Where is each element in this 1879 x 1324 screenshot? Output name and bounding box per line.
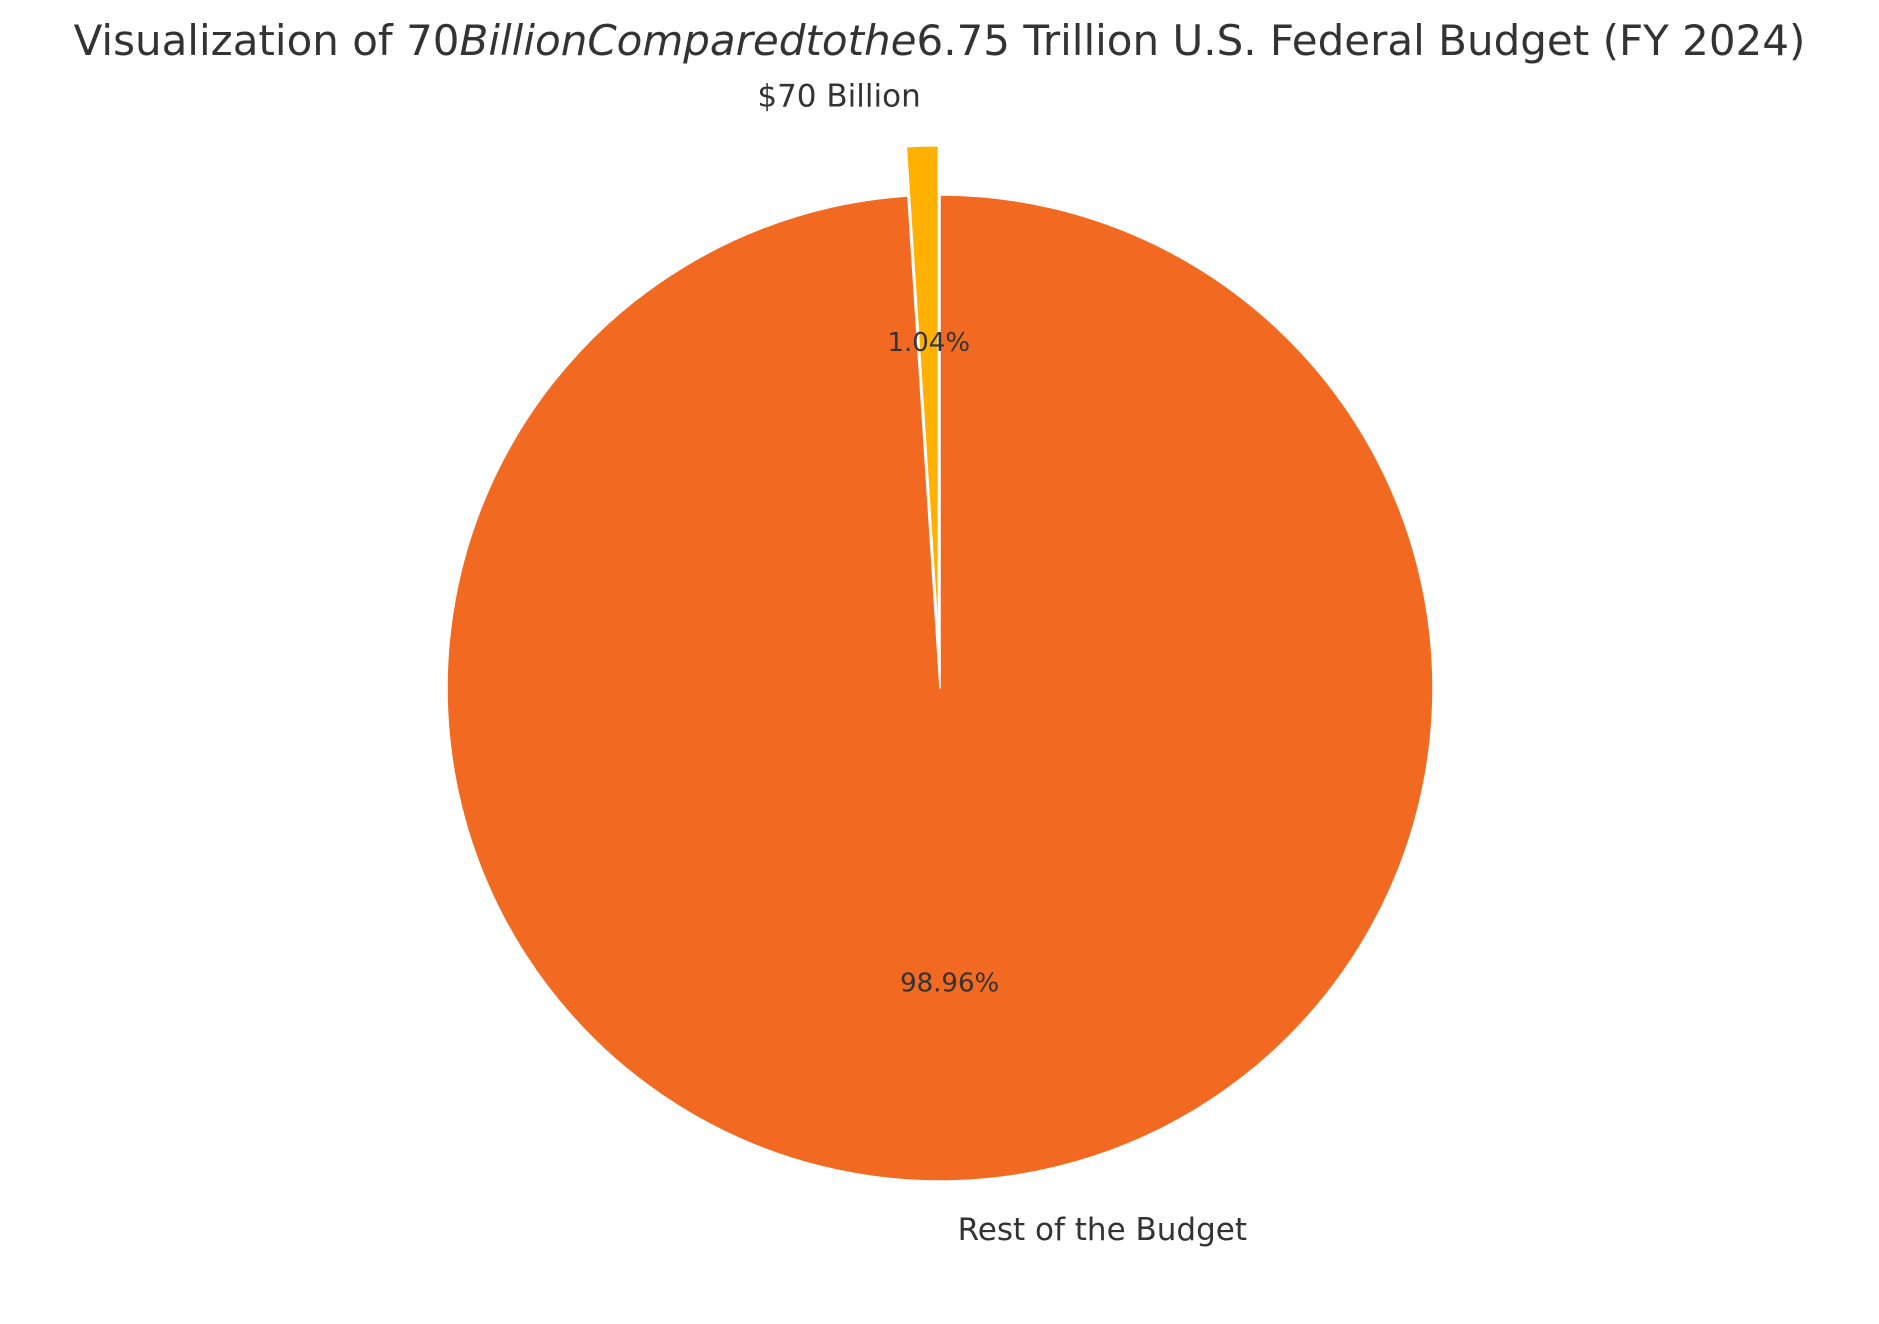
pie-slice-1	[905, 144, 940, 640]
chart-title-segment-2: BillionComparedtothe	[460, 16, 917, 65]
chart-title-segment-1: Visualization of 70	[74, 16, 460, 65]
percent-label-1: 1.04%	[887, 328, 970, 358]
chart-title: Visualization of 70BillionComparedtothe6…	[74, 16, 1806, 65]
pie-labels: $70 Billion 1.04% Rest of the Budget 98.96%	[757, 79, 1247, 1248]
pie-slices	[446, 144, 1434, 1182]
percent-label-2: 98.96%	[900, 969, 999, 999]
slice-label-1: $70 Billion	[757, 79, 920, 115]
chart-title-segment-3: 6.75 Trillion U.S. Federal Budget (FY 20…	[917, 16, 1806, 65]
pie-slice-2	[446, 194, 1434, 1182]
slice-label-2: Rest of the Budget	[958, 1212, 1247, 1248]
